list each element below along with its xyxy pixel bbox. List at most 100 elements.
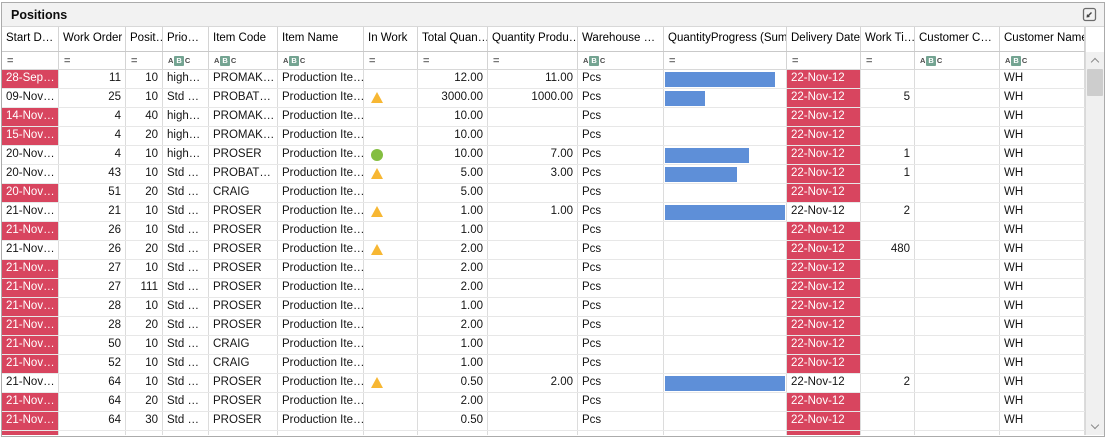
filter-in_work[interactable]: = bbox=[364, 52, 418, 69]
filter-position[interactable]: = bbox=[126, 52, 163, 69]
cell-priority[interactable]: Std … bbox=[163, 222, 209, 240]
cell-item_name[interactable]: Production Ite… bbox=[278, 317, 364, 335]
cell-quantity_produced[interactable] bbox=[488, 108, 578, 126]
cell-customer_code[interactable] bbox=[915, 374, 1000, 392]
cell-work_time[interactable] bbox=[861, 260, 915, 278]
cell-customer_code[interactable] bbox=[915, 431, 1000, 435]
cell-start_date[interactable]: 20-Nov… bbox=[2, 184, 59, 202]
cell-position[interactable] bbox=[126, 431, 163, 435]
cell-start_date[interactable]: 21-Nov… bbox=[2, 222, 59, 240]
filter-quantity_produced[interactable]: = bbox=[488, 52, 578, 69]
cell-customer_name[interactable]: WH bbox=[1000, 89, 1085, 107]
cell-total_quantity[interactable]: 2.00 bbox=[418, 260, 488, 278]
cell-in_work[interactable] bbox=[364, 146, 418, 164]
cell-warehouse[interactable]: Pcs bbox=[578, 412, 664, 430]
cell-priority[interactable]: Std … bbox=[163, 241, 209, 259]
cell-quantity_produced[interactable] bbox=[488, 241, 578, 259]
cell-item_code[interactable]: PROMAK… bbox=[209, 127, 278, 145]
cell-work_order[interactable] bbox=[59, 431, 126, 435]
cell-position[interactable]: 10 bbox=[126, 146, 163, 164]
cell-customer_code[interactable] bbox=[915, 222, 1000, 240]
cell-work_order[interactable]: 26 bbox=[59, 241, 126, 259]
cell-in_work[interactable] bbox=[364, 241, 418, 259]
cell-in_work[interactable] bbox=[364, 222, 418, 240]
cell-customer_name[interactable]: WH bbox=[1000, 108, 1085, 126]
cell-in_work[interactable] bbox=[364, 70, 418, 88]
cell-start_date[interactable]: 21-Nov… bbox=[2, 412, 59, 430]
cell-start_date[interactable]: 21-Nov… bbox=[2, 336, 59, 354]
cell-position[interactable]: 10 bbox=[126, 298, 163, 316]
cell-item_name[interactable]: Production Ite… bbox=[278, 393, 364, 411]
cell-position[interactable]: 10 bbox=[126, 355, 163, 373]
cell-customer_name[interactable]: WH bbox=[1000, 393, 1085, 411]
cell-position[interactable]: 40 bbox=[126, 108, 163, 126]
column-header-work_order[interactable]: Work Order bbox=[59, 27, 126, 51]
cell-quantity_produced[interactable]: 1.00 bbox=[488, 203, 578, 221]
cell-quantity_progress[interactable] bbox=[664, 127, 787, 145]
cell-quantity_produced[interactable] bbox=[488, 127, 578, 145]
cell-position[interactable]: 10 bbox=[126, 260, 163, 278]
cell-position[interactable]: 10 bbox=[126, 203, 163, 221]
cell-work_time[interactable] bbox=[861, 279, 915, 297]
cell-work_order[interactable]: 28 bbox=[59, 317, 126, 335]
cell-quantity_progress[interactable] bbox=[664, 241, 787, 259]
cell-work_order[interactable]: 43 bbox=[59, 165, 126, 183]
table-row[interactable]: 21-Nov… 26 10 Std … PROSER Production Ite… 1.0… bbox=[2, 222, 1085, 241]
cell-item_name[interactable]: Production Ite… bbox=[278, 127, 364, 145]
cell-work_time[interactable] bbox=[861, 222, 915, 240]
cell-quantity_progress[interactable] bbox=[664, 412, 787, 430]
column-header-item_code[interactable]: Item Code bbox=[209, 27, 278, 51]
cell-item_name[interactable]: Production Ite… bbox=[278, 336, 364, 354]
column-header-position[interactable]: Posit… bbox=[126, 27, 163, 51]
filter-total_quantity[interactable]: = bbox=[418, 52, 488, 69]
cell-priority[interactable]: Std … bbox=[163, 203, 209, 221]
cell-start_date[interactable]: 14-Nov… bbox=[2, 108, 59, 126]
cell-delivery_date[interactable]: 22-Nov-12 bbox=[787, 70, 861, 88]
cell-customer_name[interactable]: WH bbox=[1000, 184, 1085, 202]
cell-customer_code[interactable] bbox=[915, 70, 1000, 88]
cell-quantity_produced[interactable] bbox=[488, 336, 578, 354]
cell-in_work[interactable] bbox=[364, 374, 418, 392]
cell-work_order[interactable]: 4 bbox=[59, 146, 126, 164]
cell-quantity_progress[interactable] bbox=[664, 146, 787, 164]
cell-delivery_date[interactable]: 22-Nov-12 bbox=[787, 298, 861, 316]
cell-item_name[interactable]: Production Ite… bbox=[278, 203, 364, 221]
cell-priority[interactable] bbox=[163, 431, 209, 435]
table-row[interactable]: 20-Nov… 4 10 high… PROSER Production Ite… 10.0… bbox=[2, 146, 1085, 165]
cell-item_name[interactable]: Production Ite… bbox=[278, 355, 364, 373]
table-row[interactable]: 21-Nov… 28 20 Std … PROSER Production Ite… 2.0… bbox=[2, 317, 1085, 336]
cell-customer_code[interactable] bbox=[915, 355, 1000, 373]
cell-quantity_produced[interactable]: 3.00 bbox=[488, 165, 578, 183]
cell-position[interactable]: 10 bbox=[126, 70, 163, 88]
cell-item_code[interactable]: PROSER bbox=[209, 298, 278, 316]
cell-work_time[interactable]: 480 bbox=[861, 241, 915, 259]
cell-total_quantity[interactable]: 10.00 bbox=[418, 108, 488, 126]
cell-total_quantity[interactable]: 10.00 bbox=[418, 127, 488, 145]
cell-priority[interactable]: high… bbox=[163, 108, 209, 126]
cell-warehouse[interactable]: Pcs bbox=[578, 279, 664, 297]
cell-quantity_progress[interactable] bbox=[664, 184, 787, 202]
cell-work_order[interactable]: 50 bbox=[59, 336, 126, 354]
scroll-up-button[interactable] bbox=[1086, 52, 1104, 69]
cell-warehouse[interactable]: Pcs bbox=[578, 146, 664, 164]
cell-item_name[interactable]: Production Ite… bbox=[278, 260, 364, 278]
cell-customer_name[interactable]: WH bbox=[1000, 165, 1085, 183]
cell-total_quantity[interactable]: 12.00 bbox=[418, 70, 488, 88]
cell-delivery_date[interactable]: 22-Nov-12 bbox=[787, 222, 861, 240]
cell-work_time[interactable]: 2 bbox=[861, 203, 915, 221]
column-header-in_work[interactable]: In Work bbox=[364, 27, 418, 51]
cell-start_date[interactable]: 21-Nov… bbox=[2, 279, 59, 297]
cell-warehouse[interactable]: Pcs bbox=[578, 374, 664, 392]
cell-work_time[interactable]: 1 bbox=[861, 165, 915, 183]
cell-customer_name[interactable]: WH bbox=[1000, 355, 1085, 373]
cell-customer_code[interactable] bbox=[915, 260, 1000, 278]
cell-delivery_date[interactable]: 22-Nov-12 bbox=[787, 317, 861, 335]
cell-warehouse[interactable]: Pcs bbox=[578, 355, 664, 373]
cell-customer_code[interactable] bbox=[915, 279, 1000, 297]
cell-customer_code[interactable] bbox=[915, 336, 1000, 354]
cell-customer_name[interactable]: WH bbox=[1000, 241, 1085, 259]
cell-work_order[interactable]: 52 bbox=[59, 355, 126, 373]
cell-in_work[interactable] bbox=[364, 165, 418, 183]
cell-start_date[interactable]: 20-Nov… bbox=[2, 165, 59, 183]
